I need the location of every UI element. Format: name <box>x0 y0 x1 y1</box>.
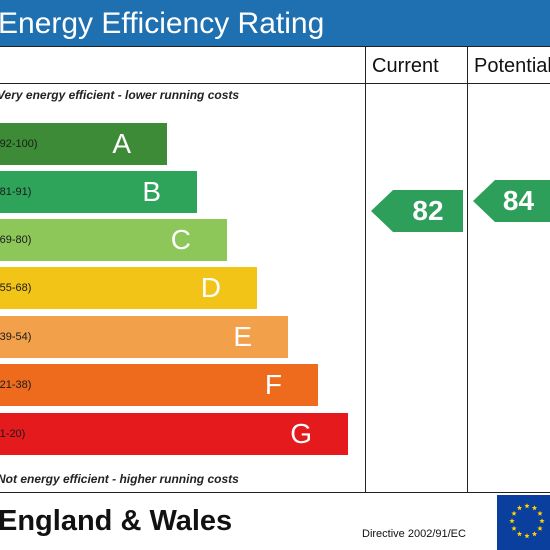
band-a-letter: A <box>112 128 131 159</box>
band-g-range: (1-20) <box>0 428 26 440</box>
band-a-range: (92-100) <box>0 138 38 150</box>
grid-top-border <box>0 46 550 47</box>
eu-star-icon <box>531 531 538 537</box>
band-e-range: (39-54) <box>0 331 32 343</box>
band-d-letter: D <box>200 272 221 303</box>
band-c: (69-80) C <box>0 219 227 261</box>
column-header-divider <box>0 83 550 84</box>
page-title: Energy Efficiency Rating <box>0 7 325 40</box>
footer-divider <box>0 492 550 493</box>
band-e-letter: E <box>233 321 252 352</box>
potential-rating-value: 84 <box>502 185 535 216</box>
eu-star-icon <box>537 510 543 516</box>
eu-star-icon <box>511 525 517 531</box>
eu-star-icon <box>511 510 517 516</box>
band-f: (21-38) F <box>0 364 318 406</box>
band-d-range: (55-68) <box>0 282 32 294</box>
eu-flag-icon <box>497 495 550 550</box>
eu-star-icon <box>509 518 515 524</box>
eu-flag-stars <box>509 503 545 539</box>
bottom-efficiency-note: Not energy efficient - higher running co… <box>0 472 239 486</box>
band-f-letter: F <box>264 369 282 400</box>
current-column-label: Current <box>372 55 439 77</box>
directive-label: Directive 2002/91/EC <box>362 528 466 540</box>
region-label: England & Wales <box>0 505 233 537</box>
eu-star-icon <box>524 533 530 539</box>
current-rating-value: 82 <box>412 195 444 226</box>
eu-star-icon <box>516 505 523 511</box>
band-g-letter: G <box>290 418 312 449</box>
band-e: (39-54) E <box>0 316 288 358</box>
eu-star-icon <box>516 531 523 537</box>
potential-rating-arrow: 84 <box>473 180 550 222</box>
current-rating-arrow: 82 <box>371 190 463 232</box>
header-bar: Energy Efficiency Rating <box>0 0 550 46</box>
potential-column-divider <box>467 46 468 492</box>
top-efficiency-note: Very energy efficient - lower running co… <box>0 88 240 102</box>
band-g: (1-20) G <box>0 413 348 455</box>
eu-star-icon <box>537 525 543 531</box>
band-a: (92-100) A <box>0 123 167 165</box>
band-b-letter: B <box>142 176 161 207</box>
eu-star-icon <box>531 505 538 511</box>
band-d: (55-68) D <box>0 267 257 309</box>
band-c-letter: C <box>170 224 191 255</box>
band-b-range: (81-91) <box>0 186 32 198</box>
eu-star-icon <box>524 503 530 509</box>
eu-star-icon <box>539 518 545 524</box>
current-column-divider <box>365 46 366 492</box>
potential-column-label: Potential <box>474 55 550 77</box>
band-b: (81-91) B <box>0 171 197 213</box>
band-c-range: (69-80) <box>0 234 32 246</box>
band-f-range: (21-38) <box>0 379 32 391</box>
